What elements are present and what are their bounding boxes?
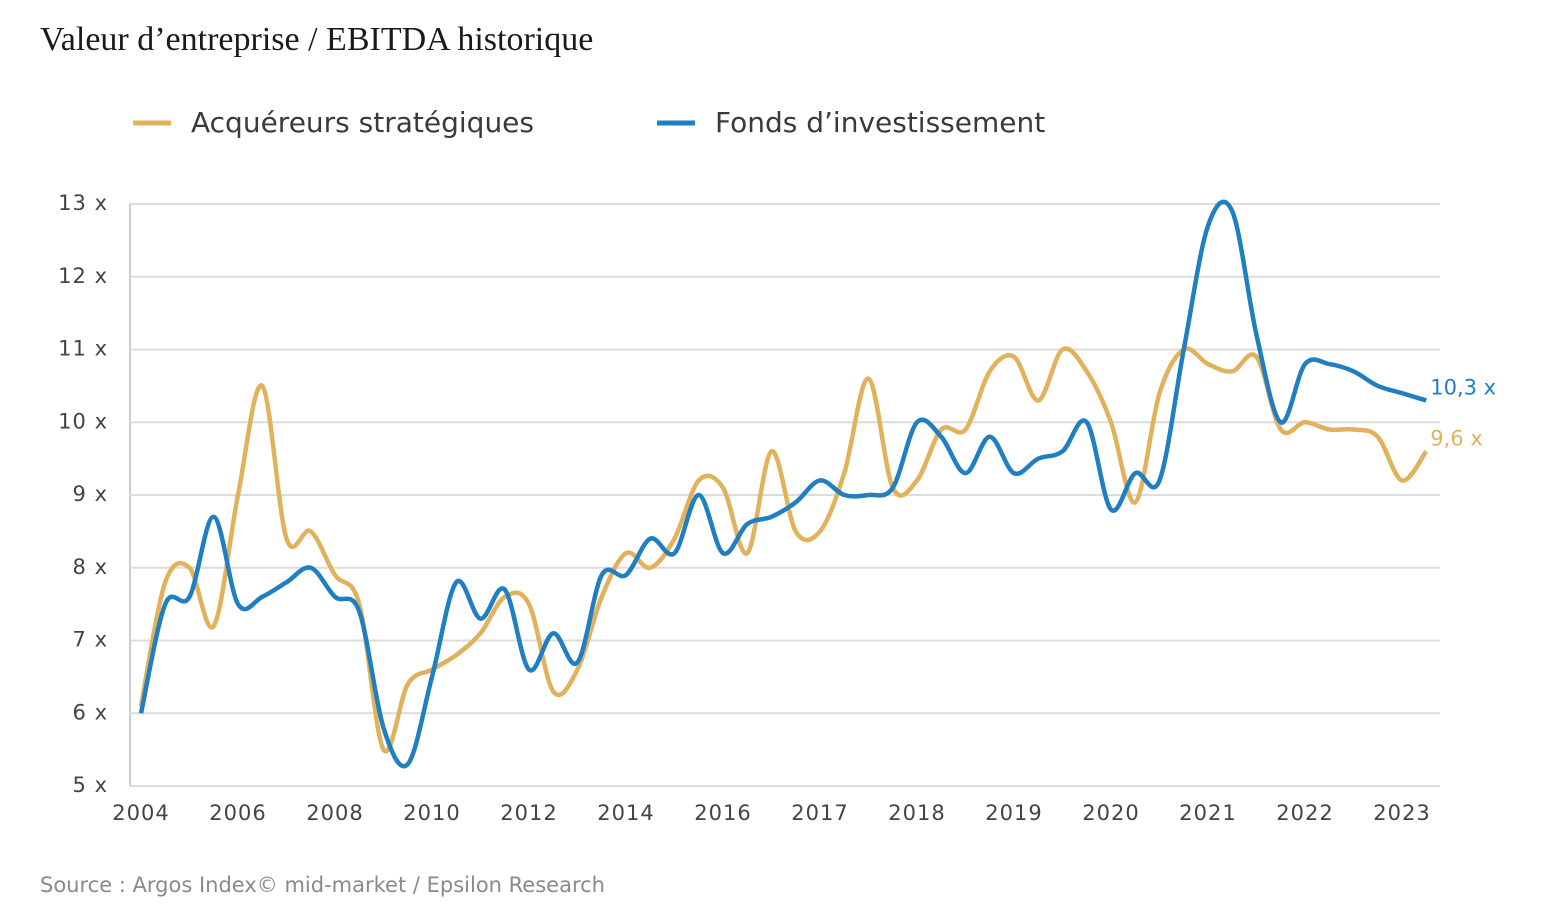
y-tick-label: 11 x [58,337,108,361]
chart-title: Valeur d’entreprise / EBITDA historique [40,21,593,58]
x-tick-label: 2010 [403,801,460,825]
x-tick-label: 2018 [888,801,945,825]
x-tick-label: 2006 [209,801,266,825]
x-tick-label: 2004 [112,801,169,825]
legend-label: Acquéreurs stratégiques [191,106,534,139]
x-tick-label: 2014 [597,801,654,825]
x-tick-label: 2017 [791,801,848,825]
y-tick-label: 6 x [73,700,108,724]
end-label: 9,6 x [1430,426,1483,450]
y-tick-label: 5 x [73,773,108,797]
x-tick-label: 2008 [306,801,363,825]
y-tick-label: 10 x [58,409,108,433]
x-tick-label: 2012 [500,801,557,825]
x-tick-label: 2020 [1082,801,1139,825]
series-line [138,199,1427,769]
y-tick-label: 13 x [58,191,108,215]
end-label: 10,3 x [1430,375,1496,399]
y-tick-label: 9 x [73,482,108,506]
y-tick-label: 8 x [73,555,108,579]
x-tick-label: 2019 [985,801,1042,825]
x-tick-label: 2023 [1373,801,1430,825]
y-tick-label: 12 x [58,264,108,288]
x-tick-label: 2021 [1179,801,1236,825]
x-tick-label: 2022 [1276,801,1333,825]
x-tick-label: 2016 [694,801,751,825]
source: Source : Argos Index© mid-market / Epsil… [40,873,605,897]
y-tick-label: 7 x [73,628,108,652]
series-line [138,346,1429,754]
legend-label: Fonds d’investissement [715,106,1045,139]
